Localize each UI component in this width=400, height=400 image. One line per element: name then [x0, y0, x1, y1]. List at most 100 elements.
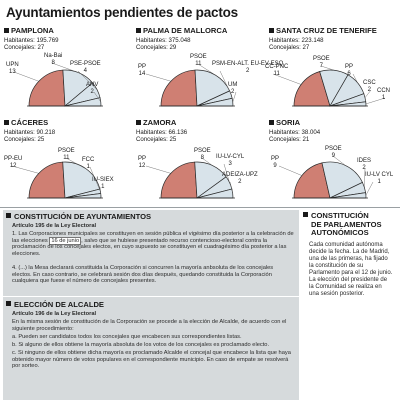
party-label: UPN 13 — [6, 62, 19, 75]
charts-grid: PAMPLONA Habitantes: 195.769 Concejales: 2… — [0, 22, 400, 207]
party-name: UM — [228, 82, 238, 88]
seat-wedge-pp-eu — [28, 161, 66, 199]
party-name: PSOE — [325, 146, 342, 152]
leader-line — [201, 157, 213, 166]
leader-line — [320, 65, 335, 71]
article-196: Artículo 196 de la Ley Electoral — [12, 311, 97, 317]
chart-pamplona: PAMPLONA Habitantes: 195.769 Concejales: 2… — [0, 22, 130, 114]
city-bullet — [4, 28, 9, 33]
party-label: IU-SIEX 1 — [92, 177, 114, 190]
concejales-label: Concejales: 21 — [269, 136, 310, 143]
party-label: PP 12 — [138, 156, 146, 169]
leader-line — [352, 73, 358, 83]
leader-line — [93, 91, 101, 102]
seat-wedge-pp — [293, 162, 331, 199]
leader-line — [232, 91, 237, 103]
leader-line — [365, 97, 386, 105]
party-label: IU-LV-CYL 3 — [216, 154, 244, 167]
city-bullet — [269, 28, 274, 33]
party-seats: 8 — [200, 154, 205, 161]
concejales-label: Concejales: 29 — [136, 44, 177, 51]
parlamentos-text: Cada comunidad autónoma decide la fecha.… — [309, 242, 393, 297]
party-name: PSM-EN-ALT. EU-EV-ESQ — [212, 61, 284, 67]
party-seats: 1 — [101, 183, 105, 190]
seat-wedge-upn — [28, 69, 66, 107]
party-seats: 13 — [8, 68, 16, 75]
leader-line — [11, 165, 39, 174]
concejales-label: Concejales: 27 — [4, 44, 45, 51]
leader-line — [77, 70, 98, 90]
party-label: IDES 2 — [357, 158, 371, 171]
date-highlight: 16 de junio — [49, 236, 82, 245]
eleccion-intro: En la misma sesión de constitución de la… — [12, 319, 287, 332]
hemicycle-chart — [11, 157, 103, 199]
party-name: CCN — [377, 88, 390, 94]
leader-line — [229, 181, 233, 194]
party-label: UM 2 — [228, 82, 237, 95]
party-name: IDES — [357, 158, 372, 164]
hemicycle-chart — [145, 157, 235, 199]
page-title: Ayuntamientos pendientes de pactos — [6, 5, 238, 20]
party-label: PSE-PSOE 4 — [70, 61, 101, 74]
eleccion-item-c: c. Si ninguno de ellos obtiene dicha may… — [12, 350, 291, 370]
party-label: PP-EU 12 — [4, 156, 22, 169]
party-name: PP — [138, 64, 147, 70]
leader-line — [332, 155, 346, 166]
leader-line — [197, 63, 216, 76]
party-name: IU-LV CYL — [365, 172, 394, 178]
party-label: PSOE 8 — [194, 148, 211, 161]
party-label: PSOE 11 — [58, 148, 75, 161]
leader-line — [364, 167, 366, 188]
party-label: PP 6 — [345, 64, 353, 77]
leader-line — [99, 186, 102, 196]
section-heading-constitucion: CONSTITUCIÓN DE AYUNTAMIENTOS — [6, 212, 151, 221]
party-name: IU-SIEX — [92, 177, 114, 183]
party-label: IU-LV CYL 1 — [365, 172, 393, 185]
party-label: Na-Bai 8 — [44, 53, 62, 66]
leader-line — [278, 165, 302, 176]
seat-wedge-cc-pnc — [293, 71, 331, 107]
hemicycle-chart — [278, 155, 374, 199]
party-name: PP — [345, 64, 354, 70]
party-seats: 11 — [195, 60, 202, 67]
party-label: CC-PNC 11 — [265, 64, 288, 77]
panel-divider — [3, 296, 299, 297]
leader-line — [365, 181, 374, 196]
party-label: ANV 2 — [86, 82, 98, 95]
city-name: CÁCERES — [11, 118, 49, 127]
leader-line — [272, 73, 302, 85]
party-name: PSOE — [194, 148, 211, 154]
city-bullet — [136, 28, 141, 33]
chart-caceres: CÁCERES Habitantes: 90.218 Concejales: 25 P… — [0, 114, 130, 206]
party-seats: 14 — [138, 70, 146, 77]
party-label: FCC 1 — [82, 157, 94, 170]
party-seats: 6 — [347, 70, 351, 77]
city-name: PAMPLONA — [11, 26, 54, 35]
party-name: ADEIZA-UPZ — [222, 172, 258, 178]
party-seats: 12 — [138, 162, 146, 169]
concejales-label: Concejales: 25 — [136, 136, 177, 143]
city-bullet — [136, 120, 141, 125]
party-name: Na-Bai — [44, 53, 63, 59]
city-name: ZAMORA — [143, 118, 177, 127]
party-label: PSM-EN-ALT. EU-EV-ESQ 2 — [212, 61, 283, 74]
party-name: UPN — [6, 62, 19, 68]
constitucion-paragraph-2: 4. (...) la Mesa declarará constituida l… — [12, 265, 274, 285]
party-name: PSE-PSOE — [70, 61, 101, 67]
leader-line — [13, 71, 39, 82]
party-label: PP 14 — [138, 64, 146, 77]
parlamentos-column: CONSTITUCIÓN DE PARLAMENTOS AUTONÓMICOS … — [303, 210, 398, 400]
party-label: CSC 2 — [363, 80, 376, 93]
party-label: PSOE 7 — [313, 56, 330, 69]
party-label: PSOE 9 — [325, 146, 342, 159]
leader-line — [219, 70, 232, 95]
hemicycle-chart — [145, 63, 237, 107]
bullet-square — [6, 301, 11, 306]
leader-line — [51, 62, 80, 74]
habitantes-label: Habitantes: 195.769 — [4, 37, 59, 44]
hemicycle-chart — [272, 65, 386, 107]
party-seats: 1 — [86, 163, 90, 170]
chart-zamora: ZAMORA Habitantes: 66.136 Concejales: 25 PP… — [132, 114, 262, 206]
party-seats: 3 — [228, 160, 232, 167]
party-name: PP — [138, 156, 147, 162]
